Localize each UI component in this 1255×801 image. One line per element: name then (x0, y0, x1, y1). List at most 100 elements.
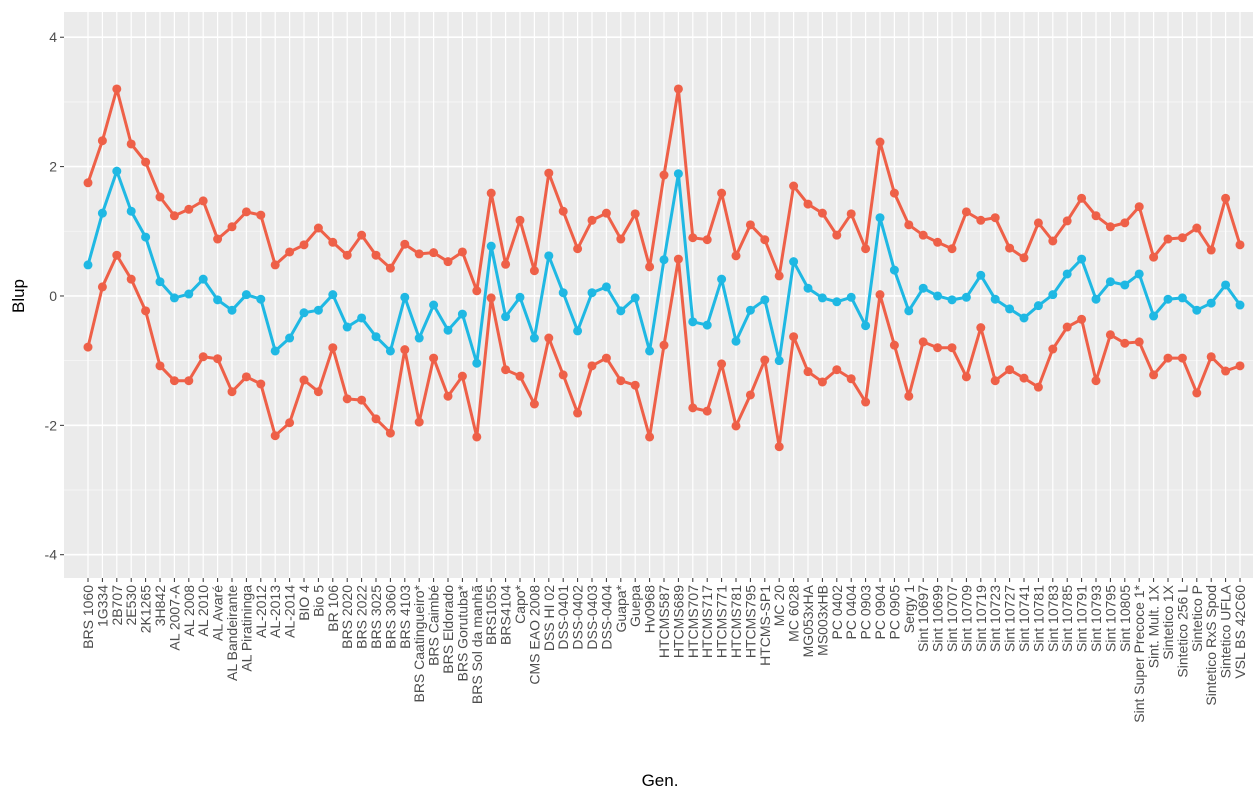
data-point (1134, 202, 1144, 212)
x-tick-label: BRS1055 (483, 585, 499, 645)
data-point (1163, 353, 1173, 363)
data-point (443, 257, 453, 267)
x-tick-label: BRS4104 (498, 585, 514, 645)
data-point (688, 403, 698, 413)
x-tick-label: 3H842 (152, 585, 168, 626)
data-point (601, 353, 611, 363)
data-point (1221, 193, 1231, 203)
x-tick-label: AL 2010 (195, 585, 211, 637)
data-point (299, 308, 309, 318)
data-point (587, 288, 597, 298)
data-point (299, 240, 309, 250)
x-tick-label: 2K1265 (138, 585, 154, 633)
x-tick-label: PC 0404 (843, 585, 859, 640)
x-tick-label: BRS Caimbé (426, 585, 442, 666)
data-point (486, 293, 496, 303)
x-tick-label: Sint 10707 (944, 585, 960, 652)
data-point (803, 283, 813, 293)
data-point (198, 352, 208, 362)
x-tick-label: Sint. Mult. 1X (1146, 584, 1162, 668)
x-tick-label: BRS Eldorado (440, 585, 456, 674)
data-point (1177, 233, 1187, 243)
data-point (889, 188, 899, 198)
data-point (328, 343, 338, 353)
data-point (313, 305, 323, 315)
data-point (889, 340, 899, 350)
x-tick-label: Sint 10741 (1016, 585, 1032, 652)
data-point (601, 208, 611, 218)
data-point (645, 262, 655, 272)
data-point (745, 305, 755, 315)
data-point (990, 213, 1000, 223)
data-point (126, 139, 136, 149)
x-axis-title: Gen. (642, 771, 679, 790)
data-point (184, 204, 194, 214)
data-point (256, 210, 266, 220)
x-tick-label: Sint 10709 (958, 585, 974, 652)
data-point (1149, 311, 1159, 321)
data-point (558, 206, 568, 216)
data-point (673, 254, 683, 264)
data-point (1077, 193, 1087, 203)
x-tick-label: 2E530 (123, 585, 139, 626)
x-tick-label: BRS 2020 (339, 585, 355, 649)
x-tick-label: Sint 10699 (930, 585, 946, 652)
data-point (501, 259, 511, 269)
x-tick-label: AL-2012 (253, 585, 269, 638)
data-point (1062, 269, 1072, 279)
data-point (457, 371, 467, 381)
data-point (933, 343, 943, 353)
data-point (601, 282, 611, 292)
data-point (83, 260, 93, 270)
data-point (126, 206, 136, 216)
data-point (1235, 300, 1245, 310)
x-tick-label: AL Piratininga (238, 585, 254, 672)
data-point (486, 241, 496, 251)
data-point (961, 207, 971, 217)
x-tick-label: Sint 10793 (1088, 585, 1104, 652)
data-point (875, 137, 885, 147)
x-tick-label: Sint 10723 (987, 585, 1003, 652)
y-tick-label: -4 (45, 547, 58, 563)
data-point (241, 207, 251, 217)
data-point (659, 340, 669, 350)
x-tick-label: 1G334 (94, 585, 110, 627)
x-tick-label: VSL BS 42C60 (1232, 585, 1248, 679)
data-point (1192, 388, 1202, 398)
x-tick-label: BRS 2022 (354, 585, 370, 649)
data-point (832, 297, 842, 307)
data-point (1105, 277, 1115, 287)
data-point (169, 293, 179, 303)
x-tick-label: 2B707 (109, 585, 125, 626)
x-tick-label: Sint 10719 (973, 585, 989, 652)
data-point (1221, 366, 1231, 376)
data-point (97, 136, 107, 146)
data-point (673, 84, 683, 94)
x-tick-label: BRS 3060 (382, 585, 398, 649)
data-point (587, 361, 597, 371)
data-point (155, 192, 165, 202)
data-point (702, 406, 712, 416)
data-point (904, 220, 914, 230)
data-point (875, 290, 885, 300)
data-point (803, 199, 813, 209)
x-tick-label: Sintetico 256 L (1174, 585, 1190, 678)
data-point (760, 355, 770, 365)
x-tick-label: AL Avaré (210, 585, 226, 641)
data-point (241, 372, 251, 382)
x-tick-label: PC 0402 (829, 585, 845, 640)
data-point (645, 432, 655, 442)
data-point (731, 251, 741, 261)
data-point (616, 234, 626, 244)
data-point (400, 239, 410, 249)
data-point (1235, 240, 1245, 250)
x-tick-label: Sint 10791 (1074, 585, 1090, 652)
data-point (760, 295, 770, 305)
data-point (1206, 352, 1216, 362)
x-tick-label: HTCMS587 (656, 585, 672, 658)
y-tick-label: 4 (49, 29, 57, 45)
data-point (1062, 322, 1072, 332)
data-point (947, 343, 957, 353)
data-point (198, 196, 208, 206)
